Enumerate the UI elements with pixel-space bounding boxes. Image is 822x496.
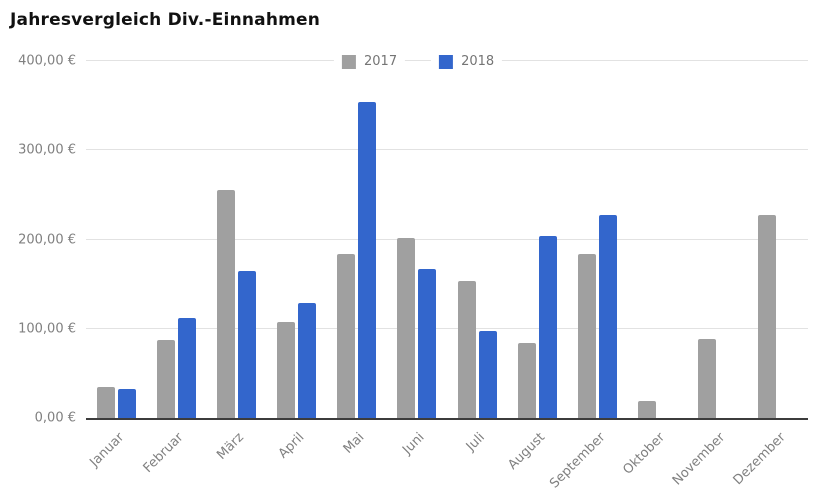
bar-group-august: August	[505, 63, 567, 473]
legend-swatch-2017-icon	[342, 54, 357, 69]
x-axis-label-april: April	[275, 430, 308, 462]
bar-2018-september	[598, 215, 617, 418]
bar-2017-september	[577, 253, 596, 418]
x-axis-label-juni: Juni	[400, 430, 428, 458]
bars-row: Januar Februar März April Mai Juni Juli August S…	[86, 63, 808, 491]
bar-2018-mai	[358, 102, 377, 418]
y-axis-tick-label: 400,00 €	[18, 53, 76, 69]
bar-2017-april	[277, 321, 296, 418]
bar-2018-juli	[478, 331, 497, 418]
bar-2017-juni	[397, 237, 416, 418]
x-axis-label-januar: Januar	[86, 430, 127, 471]
y-axis-tick-label: 200,00 €	[18, 232, 76, 247]
bar-2017-august	[517, 343, 536, 418]
gridline-2	[86, 238, 808, 240]
bar-group-dezember: Dezember	[731, 63, 808, 488]
bar-2017-juli	[457, 280, 476, 418]
bar-group-juni: Juni	[387, 63, 447, 458]
gridline-1	[86, 327, 808, 329]
x-axis-label-mai: Mai	[340, 430, 368, 457]
chart-legend: 2017 2018	[334, 54, 503, 69]
bar-2017-november	[698, 339, 717, 418]
x-axis-label-juli: Juli	[463, 430, 488, 455]
bar-2018-märz	[237, 270, 256, 418]
legend-item-2017: 2017	[334, 54, 406, 69]
bar-2017-dezember	[758, 215, 777, 418]
chart-title: Jahresvergleich Div.-Einnahmen	[10, 10, 321, 30]
y-axis-tick-label: 100,00 €	[18, 321, 76, 337]
legend-label-2017: 2017	[364, 54, 398, 69]
x-axis-label-dezember: Dezember	[730, 430, 789, 489]
bar-group-mai: Mai	[327, 63, 387, 457]
bar-2017-oktober	[638, 401, 657, 418]
gridline-3	[86, 149, 808, 151]
bar-2017-februar	[156, 340, 175, 418]
bar-2018-februar	[177, 318, 196, 418]
x-axis-label-august: August	[505, 430, 548, 473]
bar-group-september: September	[547, 63, 627, 491]
bar-group-februar: Februar	[141, 63, 206, 476]
x-axis-label-oktober: Oktober	[620, 430, 669, 478]
bar-2018-januar	[117, 388, 136, 418]
bar-2017-januar	[96, 386, 115, 418]
x-axis-label-märz: März	[214, 430, 248, 463]
bar-2017-mai	[337, 253, 356, 418]
bar-group-april: April	[267, 63, 327, 462]
y-axis-tick-label: 300,00 €	[18, 142, 76, 158]
y-axis-tick-label: 0,00 €	[34, 410, 76, 426]
bar-group-juli: Juli	[447, 63, 507, 454]
plot-area: 2017 2018 Januar Februar März April Mai Juni J…	[18, 54, 808, 491]
bar-2018-juni	[418, 268, 437, 418]
legend-item-2018: 2018	[431, 54, 503, 69]
x-axis-label-november: November	[669, 430, 729, 489]
legend-swatch-2018-icon	[439, 54, 454, 69]
bar-group-oktober: Oktober	[621, 63, 688, 478]
bar-2018-august	[538, 235, 557, 418]
bar-2018-april	[298, 302, 317, 418]
x-axis-label-februar: Februar	[140, 430, 187, 476]
bar-group-november: November	[670, 63, 748, 488]
x-axis-label-september: September	[546, 430, 609, 492]
bar-group-januar: Januar	[86, 63, 146, 470]
bar-2017-märz	[216, 190, 235, 418]
legend-label-2018: 2018	[461, 54, 495, 69]
bar-group-märz: März	[206, 63, 266, 463]
